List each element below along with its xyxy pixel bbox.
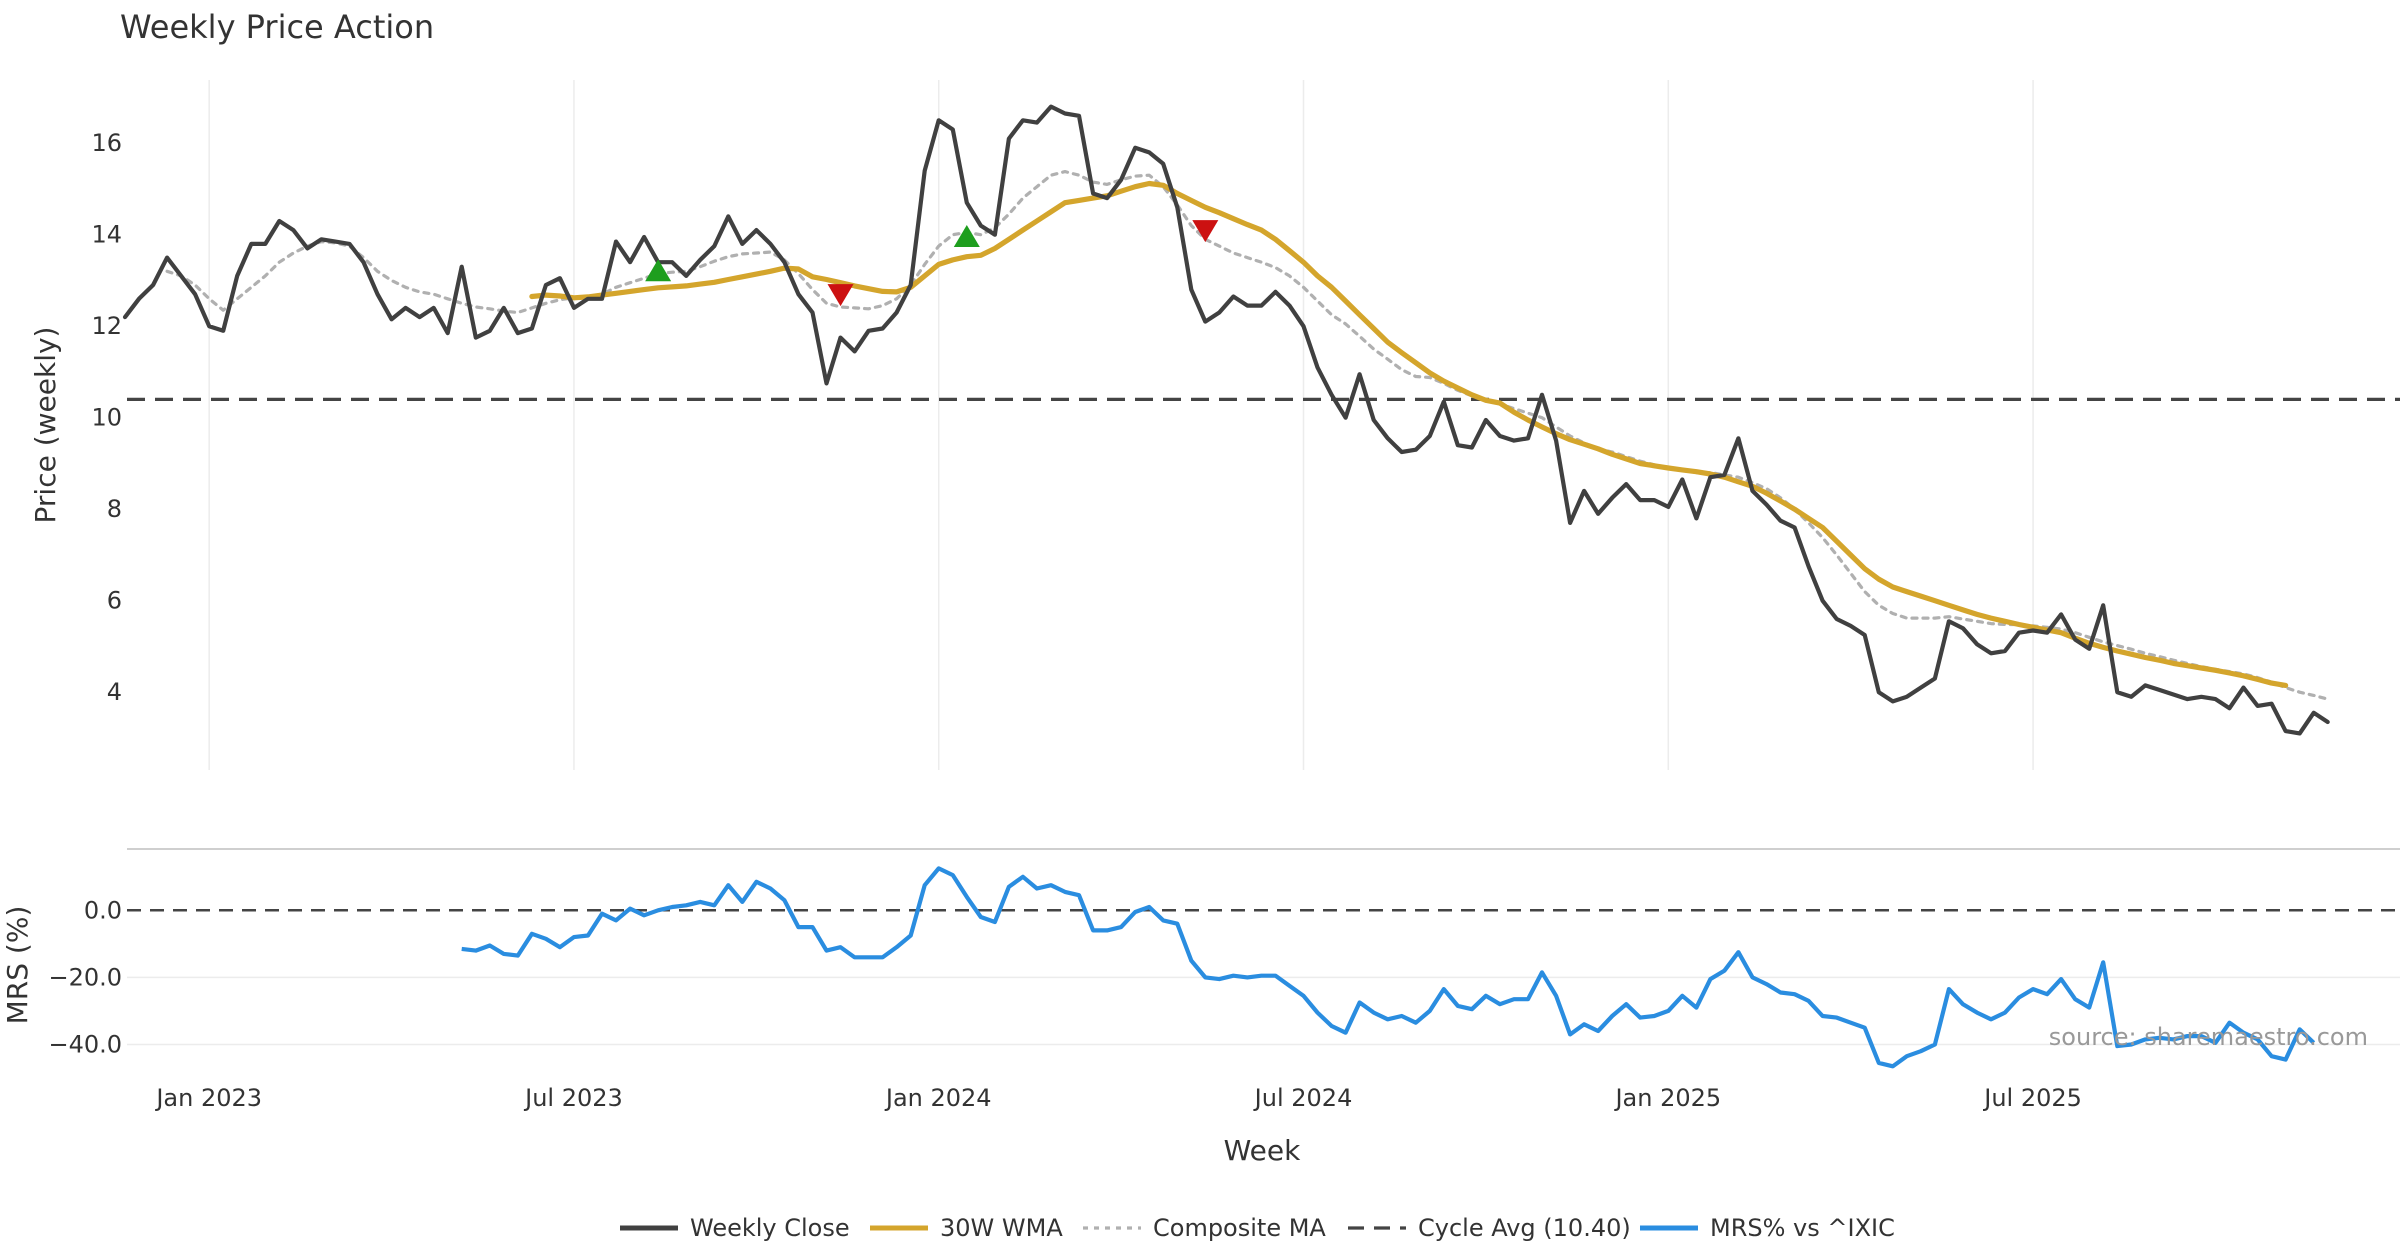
price-y-tick: 12 <box>91 312 122 340</box>
legend-label-composite: Composite MA <box>1153 1214 1326 1242</box>
wma-30w-line <box>529 180 2289 688</box>
trade-signals <box>645 220 1219 307</box>
x-tick-label: Jan 2023 <box>154 1084 262 1112</box>
x-axis: Jan 2023 Jul 2023 Jan 2024 Jul 2024 Jan 2025… <box>154 1084 2082 1112</box>
chart-title: Weekly Price Action <box>120 8 434 46</box>
price-y-tick: 10 <box>91 404 122 432</box>
x-tick-label: Jan 2025 <box>1613 1084 1721 1112</box>
mrs-line <box>461 866 2316 1069</box>
x-tick-label: Jan 2024 <box>884 1084 992 1112</box>
weekly-close-line <box>122 104 2330 736</box>
mrs-series <box>127 866 2400 1069</box>
price-grid <box>208 80 2034 770</box>
mrs-y-label: MRS (%) <box>1 906 34 1025</box>
price-y-label: Price (weekly) <box>29 327 62 524</box>
legend-label-wma: 30W WMA <box>940 1214 1063 1242</box>
legend-label-cycle: Cycle Avg (10.40) <box>1418 1214 1631 1242</box>
x-tick-label: Jul 2024 <box>1253 1084 1353 1112</box>
buy-signal-marker <box>645 259 672 282</box>
mrs-y-tick: −40.0 <box>48 1030 122 1058</box>
sell-signal-marker <box>827 284 854 307</box>
mrs-y-tick: 0.0 <box>84 896 122 924</box>
mrs-y-tick: −20.0 <box>48 963 122 991</box>
price-y-tick: 8 <box>107 495 122 523</box>
x-tick-label: Jul 2023 <box>523 1084 623 1112</box>
legend: Weekly Close 30W WMA Composite MA Cycle Avg… <box>620 1214 1895 1242</box>
price-y-axis: 4 6 8 10 12 14 16 <box>91 129 122 706</box>
source-watermark: source: sharemaestro.com <box>2049 1023 2368 1051</box>
legend-label-close: Weekly Close <box>690 1214 850 1242</box>
x-axis-label: Week <box>1224 1134 1301 1167</box>
price-y-tick: 14 <box>91 221 122 249</box>
price-y-tick: 16 <box>91 129 122 157</box>
price-y-tick: 6 <box>107 587 122 615</box>
composite-ma-line <box>165 170 2330 701</box>
price-series <box>122 104 2400 736</box>
sell-signal-marker <box>1192 220 1219 243</box>
price-y-tick: 4 <box>107 678 122 706</box>
x-tick-label: Jul 2025 <box>1982 1084 2082 1112</box>
legend-label-mrs: MRS% vs ^IXIC <box>1710 1214 1895 1242</box>
buy-signal-marker <box>953 224 980 247</box>
mrs-y-axis: 0.0 −20.0 −40.0 <box>48 896 122 1058</box>
